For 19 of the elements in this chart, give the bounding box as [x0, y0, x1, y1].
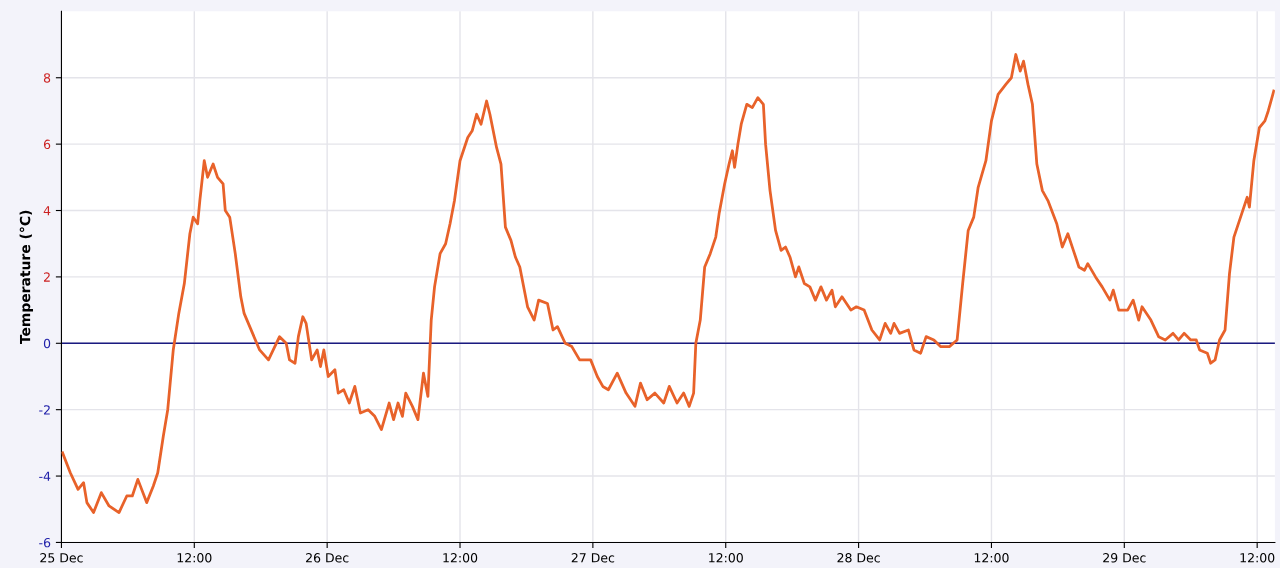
- y-axis-title: Temperature (°C): [19, 210, 33, 345]
- x-tick-label: 29 Dec: [1103, 553, 1146, 563]
- x-tick-label: 28 Dec: [837, 553, 880, 563]
- x-tick-label: 12:00: [974, 553, 1009, 563]
- y-tick-label: -4: [39, 471, 51, 481]
- y-tick-label: 8: [43, 73, 51, 83]
- x-tick-label: 12:00: [177, 553, 212, 563]
- y-tick-label: -2: [39, 405, 50, 415]
- y-tick-label: 6: [43, 139, 51, 150]
- x-tick-label: 12:00: [443, 553, 478, 563]
- y-tick-label: 2: [43, 272, 50, 282]
- x-tick-label: 26 Dec: [306, 553, 349, 563]
- y-tick-label: -6: [39, 537, 51, 548]
- y-tick-label: 4: [43, 206, 51, 216]
- x-tick-label: 12:00: [709, 553, 743, 563]
- x-tick-label: 12:00: [1240, 553, 1275, 563]
- x-tick-label: 25 Dec: [40, 553, 83, 563]
- y-tick-label: 0: [43, 338, 51, 349]
- x-tick-label: 27 Dec: [571, 553, 615, 563]
